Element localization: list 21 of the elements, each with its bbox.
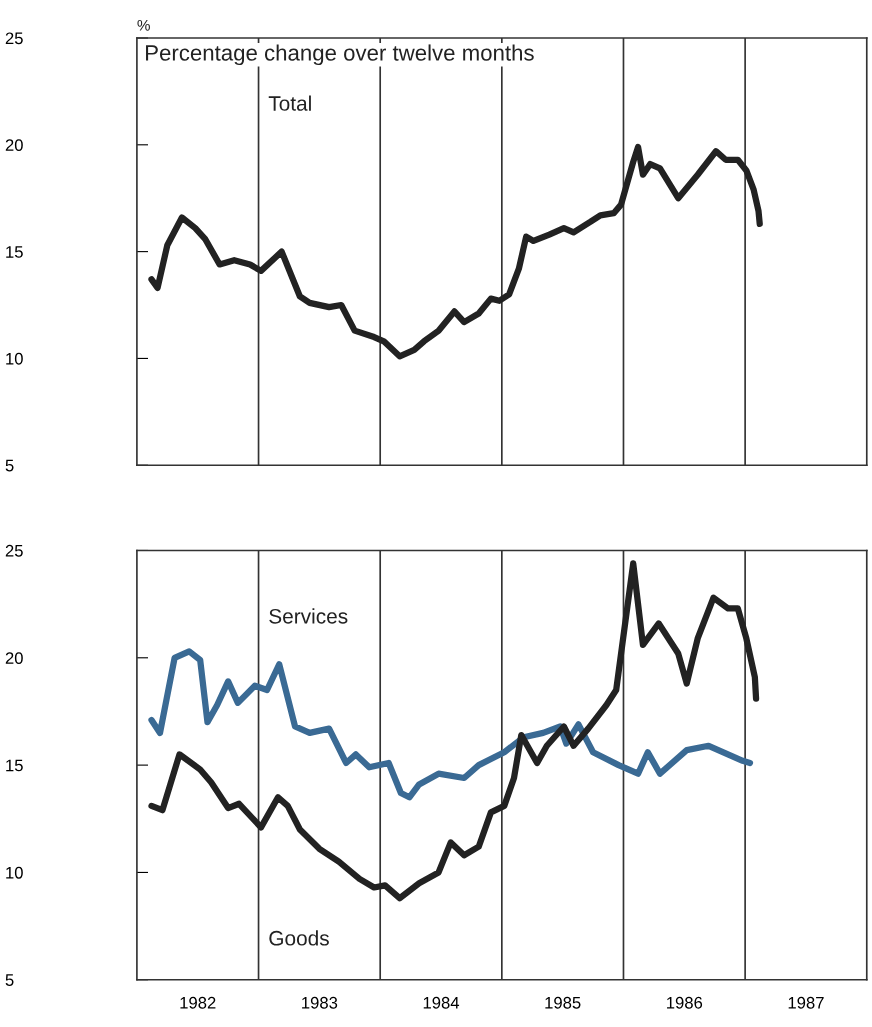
x-tick-label: 1986	[667, 996, 703, 1009]
x-tick-label: 1983	[302, 996, 338, 1009]
chart-subtitle: Percentage change over twelve months	[146, 44, 534, 66]
x-tick-label: 1982	[180, 996, 216, 1009]
y-tick-label: 25	[5, 32, 23, 45]
y-tick-label: 5	[5, 974, 14, 986]
x-tick-label: 1984	[423, 996, 460, 1009]
y-tick-label: 15	[6, 246, 23, 258]
y-tick-label: 20	[5, 652, 23, 664]
y-tick-label: 15	[6, 759, 23, 772]
text: Total	[268, 95, 311, 111]
y-tick-label: 10	[6, 866, 23, 879]
y-tick-label: 25	[5, 544, 23, 557]
text: Services	[269, 608, 348, 624]
y-tick-label: 20	[5, 139, 23, 152]
text: Goods	[269, 930, 329, 946]
x-tick-label: 1987	[788, 996, 824, 1009]
y-tick-label: 5	[5, 459, 14, 472]
y-tick-label: 10	[6, 352, 23, 365]
x-tick-label: 1985	[545, 996, 581, 1009]
y-axis-title: %	[137, 19, 150, 31]
